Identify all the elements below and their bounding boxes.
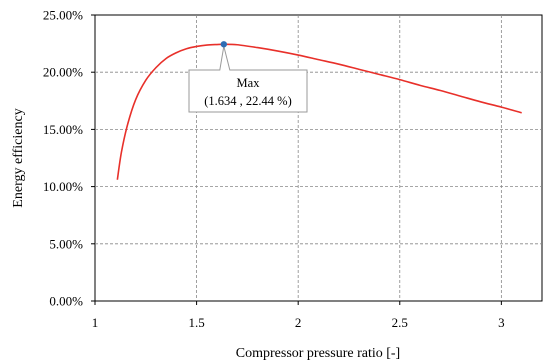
efficiency-curve — [116, 43, 522, 180]
plot-area — [94, 14, 543, 302]
y-tick-label: 5.00% — [49, 236, 83, 251]
y-tick-label: 15.00% — [43, 122, 83, 137]
x-tick-label: 3 — [498, 315, 505, 330]
gridlines — [95, 15, 542, 301]
max-callout-title: Max — [237, 76, 261, 90]
x-tick-label: 1.5 — [188, 315, 204, 330]
max-callout-value: (1.634 , 22.44 %) — [204, 94, 292, 108]
y-tick-label: 10.00% — [43, 179, 83, 194]
x-tick-label: 2.5 — [392, 315, 408, 330]
y-tick-label: 25.00% — [43, 8, 83, 23]
max-annotation: Max (1.634 , 22.44 %) — [188, 41, 308, 113]
max-callout-box — [188, 46, 308, 113]
max-point-marker — [220, 41, 228, 48]
x-axis-ticks: 1 1.5 2 2.5 3 — [92, 301, 505, 330]
x-tick-label: 2 — [295, 315, 302, 330]
y-tick-label: 20.00% — [43, 65, 83, 80]
y-tick-label: 0.00% — [49, 294, 83, 309]
y-axis-ticks: 0.00% 5.00% 10.00% 15.00% 20.00% 25.00% — [43, 8, 95, 309]
x-axis-title: Compressor pressure ratio [-] — [236, 346, 400, 361]
x-tick-label: 1 — [92, 315, 99, 330]
y-axis-title: Energy efficiency — [11, 108, 26, 207]
